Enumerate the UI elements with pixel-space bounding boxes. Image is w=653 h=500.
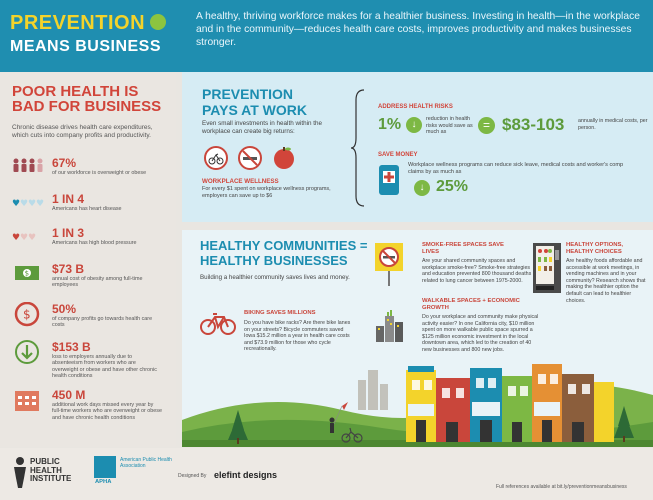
poor-health-panel: POOR HEALTH IS BAD FOR BUSINESS Chronic … xyxy=(0,72,176,447)
healthy-options-text: Are healthy foods affordable and accessi… xyxy=(566,258,646,304)
calendar-icon xyxy=(15,391,39,411)
stat-item: $ 50% of company profits go towards heal… xyxy=(12,302,172,336)
community-description: Building a healthier community saves liv… xyxy=(200,274,350,281)
stat-value: $73 B xyxy=(52,262,85,276)
svg-text:$: $ xyxy=(23,308,31,322)
biking-text: Do you have bike racks? Are there bike l… xyxy=(244,320,351,353)
risk-value: 1% xyxy=(378,116,402,133)
stat-text: annual cost of obesity among full-time e… xyxy=(52,276,143,289)
stat-value: 67% xyxy=(52,156,77,170)
arrow-down-icon: ↓ xyxy=(414,180,430,196)
bicycle-icon xyxy=(200,313,236,335)
storefronts xyxy=(406,364,614,442)
address-risks-label: ADDRESS HEALTH RISKS xyxy=(378,104,453,110)
savings-value: $83-103 xyxy=(502,115,565,134)
apple-icon xyxy=(150,14,166,30)
brace-divider xyxy=(350,89,365,207)
phi-logo-text: PUBLIC HEALTH INSTITUTE xyxy=(30,457,72,483)
stat-text: loss to employers annually due to absent… xyxy=(52,354,157,380)
svg-text:$: $ xyxy=(25,270,29,278)
stat-item: $153 B loss to employers annually due to… xyxy=(12,340,172,379)
stat-item: $ $73 B annual cost of obesity among ful… xyxy=(12,262,172,296)
stat-value: 50% xyxy=(52,302,77,316)
designed-by-label: Designed By xyxy=(178,473,207,479)
smoke-free-text: Are your shared community spaces and wor… xyxy=(422,258,532,284)
city-skyline-icon xyxy=(376,310,403,342)
save-money-label: SAVE MONEY xyxy=(378,152,418,158)
stat-text: additional work days missed every year b… xyxy=(52,402,162,421)
stat-item: ♥ ♥ ♥ ♥ 1 IN 4 Americans has heart disea… xyxy=(12,192,172,226)
workplace-wellness-text: For every $1 spent on workplace wellness… xyxy=(202,186,331,199)
medical-kit-icon xyxy=(379,165,399,195)
poor-health-title: POOR HEALTH IS BAD FOR BUSINESS xyxy=(12,83,162,115)
no-smoking-sign-icon xyxy=(375,243,403,286)
equals-icon: = xyxy=(478,117,495,134)
risk-text: reduction in health risks would save as … xyxy=(426,116,473,135)
stat-item: 67% of our workforce is overweight or ob… xyxy=(12,156,172,190)
bicycle-icon xyxy=(204,146,228,170)
stat-value: 450 M xyxy=(52,388,86,402)
prevention-work-panel: PREVENTION PAYS AT WORK Even small inves… xyxy=(182,72,653,222)
apha-abbr: APHA xyxy=(95,479,112,485)
dollar-circle-icon: $ xyxy=(14,302,40,327)
phi-figure-icon xyxy=(14,457,26,488)
poor-health-description: Chronic disease drives health care expen… xyxy=(12,124,153,139)
designer-name: elefint designs xyxy=(214,470,278,480)
walkable-title: WALKABLE SPACES + ECONOMIC GROWTH xyxy=(422,298,520,311)
stat-value: $153 B xyxy=(52,340,91,354)
healthy-communities-panel: HEALTHY COMMUNITIES = HEALTHY BUSINESSES… xyxy=(182,230,653,447)
work-title: PREVENTION PAYS AT WORK xyxy=(202,86,308,118)
stat-value: 1 IN 3 xyxy=(52,226,85,240)
savings-text: annually in medical costs, per person. xyxy=(578,118,648,131)
svg-text:♥: ♥ xyxy=(20,233,28,243)
stat-item: ♥ ♥ ♥ 1 IN 3 Americans has high blood pr… xyxy=(12,226,172,260)
biking-title: BIKING SAVES MILLIONS xyxy=(244,310,316,316)
svg-text:♥: ♥ xyxy=(28,199,36,209)
smoke-free-title: SMOKE-FREE SPACES SAVE LIVES xyxy=(422,242,504,255)
stat-text: Americans has high blood pressure xyxy=(52,240,137,246)
town-illustration xyxy=(182,364,653,447)
header: PREVENTION MEANS BUSINESS A healthy, thr… xyxy=(0,0,653,72)
workplace-wellness-label: WORKPLACE WELLNESS xyxy=(202,178,279,185)
stat-text: of company profits go towards health car… xyxy=(52,316,153,329)
header-title-line1: PREVENTION xyxy=(10,12,146,34)
header-title-line2: MEANS BUSINESS xyxy=(10,38,162,55)
svg-text:♥: ♥ xyxy=(36,199,44,209)
vending-machine-icon xyxy=(533,243,561,293)
people-icon xyxy=(13,158,43,172)
no-smoking-icon xyxy=(238,146,262,170)
svg-text:♥: ♥ xyxy=(28,233,36,243)
stat-value: 1 IN 4 xyxy=(52,192,85,206)
healthy-options-title: HEALTHY OPTIONS, HEALTHY CHOICES xyxy=(566,242,624,255)
stat-item: 450 M additional work days missed every … xyxy=(12,388,172,422)
svg-text:♥: ♥ xyxy=(20,199,28,209)
svg-text:♥: ♥ xyxy=(12,199,20,209)
header-description: A healthy, thriving workforce makes for … xyxy=(196,11,640,48)
apple-icon xyxy=(274,147,294,169)
arrow-down-icon xyxy=(15,340,39,364)
work-description: Even small investments in health within … xyxy=(202,120,323,135)
apha-logo xyxy=(94,456,116,478)
svg-text:♥: ♥ xyxy=(12,233,20,243)
walkable-text: Do your workplace and community make phy… xyxy=(422,314,539,353)
hearts-icon: ♥ ♥ ♥ ♥ xyxy=(12,199,44,209)
wellness-icons xyxy=(204,146,294,170)
stat-text: Americans has heart disease xyxy=(52,206,122,212)
save-value: 25% xyxy=(436,178,469,195)
arrow-down-icon: ↓ xyxy=(406,117,422,133)
save-money-text: Workplace wellness programs can reduce s… xyxy=(408,162,624,175)
stat-text: of our workforce is overweight or obese xyxy=(52,170,147,176)
apha-text: American Public Health Association xyxy=(120,457,172,469)
money-icon: $ xyxy=(15,266,39,280)
community-title: HEALTHY COMMUNITIES = HEALTHY BUSINESSES xyxy=(200,238,368,268)
hearts-icon: ♥ ♥ ♥ xyxy=(12,233,36,243)
references-text[interactable]: Full references available at bit.ly/prev… xyxy=(496,484,627,490)
footer: PUBLIC HEALTH INSTITUTE APHA American Pu… xyxy=(0,448,653,500)
